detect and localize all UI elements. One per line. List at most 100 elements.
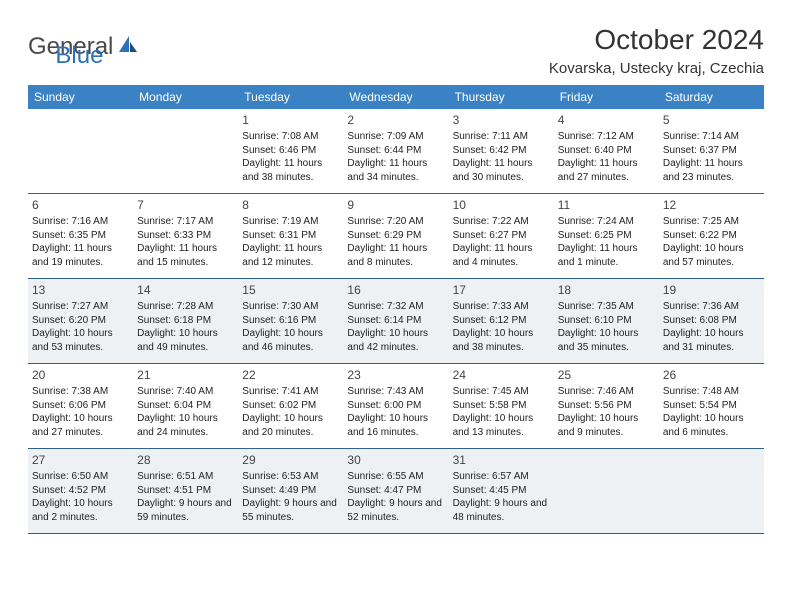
daylight-line: Daylight: 11 hours and 30 minutes. xyxy=(453,157,550,184)
day-number: 12 xyxy=(663,197,760,213)
daylight-line: Daylight: 10 hours and 9 minutes. xyxy=(558,412,655,439)
day-number: 13 xyxy=(32,282,129,298)
daylight-line: Daylight: 10 hours and 38 minutes. xyxy=(453,327,550,354)
day-number: 6 xyxy=(32,197,129,213)
calendar-cell: 19Sunrise: 7:36 AMSunset: 6:08 PMDayligh… xyxy=(659,279,764,363)
sunrise-line: Sunrise: 7:46 AM xyxy=(558,385,655,399)
daylight-line: Daylight: 11 hours and 19 minutes. xyxy=(32,242,129,269)
sunrise-line: Sunrise: 7:43 AM xyxy=(347,385,444,399)
calendar-cell: 21Sunrise: 7:40 AMSunset: 6:04 PMDayligh… xyxy=(133,364,238,448)
sunset-line: Sunset: 6:20 PM xyxy=(32,314,129,328)
calendar-week: 27Sunrise: 6:50 AMSunset: 4:52 PMDayligh… xyxy=(28,449,764,534)
weekday-header: SundayMondayTuesdayWednesdayThursdayFrid… xyxy=(28,85,764,109)
calendar-cell: 18Sunrise: 7:35 AMSunset: 6:10 PMDayligh… xyxy=(554,279,659,363)
daylight-line: Daylight: 10 hours and 6 minutes. xyxy=(663,412,760,439)
day-number: 14 xyxy=(137,282,234,298)
day-number: 15 xyxy=(242,282,339,298)
calendar-week: 1Sunrise: 7:08 AMSunset: 6:46 PMDaylight… xyxy=(28,109,764,194)
logo: General Blue xyxy=(28,24,103,70)
calendar-cell: 25Sunrise: 7:46 AMSunset: 5:56 PMDayligh… xyxy=(554,364,659,448)
calendar-cell: 17Sunrise: 7:33 AMSunset: 6:12 PMDayligh… xyxy=(449,279,554,363)
calendar-cell: 7Sunrise: 7:17 AMSunset: 6:33 PMDaylight… xyxy=(133,194,238,278)
day-number: 1 xyxy=(242,112,339,128)
calendar-cell-empty xyxy=(133,109,238,193)
sunrise-line: Sunrise: 7:14 AM xyxy=(663,130,760,144)
logo-text-blue: Blue xyxy=(55,42,103,69)
day-number: 3 xyxy=(453,112,550,128)
sunrise-line: Sunrise: 7:16 AM xyxy=(32,215,129,229)
calendar-cell: 2Sunrise: 7:09 AMSunset: 6:44 PMDaylight… xyxy=(343,109,448,193)
weekday-label: Wednesday xyxy=(343,85,448,109)
sunset-line: Sunset: 6:29 PM xyxy=(347,229,444,243)
calendar: SundayMondayTuesdayWednesdayThursdayFrid… xyxy=(28,85,764,534)
day-number: 2 xyxy=(347,112,444,128)
calendar-cell: 14Sunrise: 7:28 AMSunset: 6:18 PMDayligh… xyxy=(133,279,238,363)
day-number: 31 xyxy=(453,452,550,468)
sunset-line: Sunset: 6:06 PM xyxy=(32,399,129,413)
calendar-cell: 12 Sunrise: 7:25 AMSunset: 6:22 PMDayligh… xyxy=(659,194,764,278)
day-number: 16 xyxy=(347,282,444,298)
sunrise-line: Sunrise: 7:12 AM xyxy=(558,130,655,144)
calendar-cell: 31Sunrise: 6:57 AMSunset: 4:45 PMDayligh… xyxy=(449,449,554,533)
sunset-line: Sunset: 4:51 PM xyxy=(137,484,234,498)
sunset-line: Sunset: 6:37 PM xyxy=(663,144,760,158)
sunset-line: Sunset: 6:00 PM xyxy=(347,399,444,413)
daylight-line: Daylight: 10 hours and 42 minutes. xyxy=(347,327,444,354)
day-number: 19 xyxy=(663,282,760,298)
daylight-line: Daylight: 10 hours and 57 minutes. xyxy=(663,242,760,269)
sunrise-line: Sunrise: 7:25 AM xyxy=(663,215,760,229)
calendar-cell: 24Sunrise: 7:45 AMSunset: 5:58 PMDayligh… xyxy=(449,364,554,448)
daylight-line: Daylight: 11 hours and 1 minute. xyxy=(558,242,655,269)
day-number: 28 xyxy=(137,452,234,468)
daylight-line: Daylight: 9 hours and 55 minutes. xyxy=(242,497,339,524)
calendar-cell: 10Sunrise: 7:22 AMSunset: 6:27 PMDayligh… xyxy=(449,194,554,278)
sunrise-line: Sunrise: 7:30 AM xyxy=(242,300,339,314)
sunset-line: Sunset: 6:10 PM xyxy=(558,314,655,328)
daylight-line: Daylight: 10 hours and 2 minutes. xyxy=(32,497,129,524)
day-number: 17 xyxy=(453,282,550,298)
sunrise-line: Sunrise: 7:35 AM xyxy=(558,300,655,314)
sunset-line: Sunset: 6:16 PM xyxy=(242,314,339,328)
location-label: Kovarska, Ustecky kraj, Czechia xyxy=(549,60,764,77)
calendar-cell: 3Sunrise: 7:11 AMSunset: 6:42 PMDaylight… xyxy=(449,109,554,193)
sunrise-line: Sunrise: 7:40 AM xyxy=(137,385,234,399)
calendar-cell: 29Sunrise: 6:53 AMSunset: 4:49 PMDayligh… xyxy=(238,449,343,533)
header: General Blue October 2024 Kovarska, Uste… xyxy=(28,24,764,77)
daylight-line: Daylight: 11 hours and 34 minutes. xyxy=(347,157,444,184)
title-block: October 2024 Kovarska, Ustecky kraj, Cze… xyxy=(549,24,764,77)
daylight-line: Daylight: 10 hours and 27 minutes. xyxy=(32,412,129,439)
day-number: 8 xyxy=(242,197,339,213)
day-number: 30 xyxy=(347,452,444,468)
day-number: 29 xyxy=(242,452,339,468)
calendar-cell: 6Sunrise: 7:16 AMSunset: 6:35 PMDaylight… xyxy=(28,194,133,278)
sunset-line: Sunset: 6:22 PM xyxy=(663,229,760,243)
calendar-cell-empty xyxy=(659,449,764,533)
sunrise-line: Sunrise: 7:17 AM xyxy=(137,215,234,229)
day-number: 9 xyxy=(347,197,444,213)
sunset-line: Sunset: 6:44 PM xyxy=(347,144,444,158)
calendar-cell: 30Sunrise: 6:55 AMSunset: 4:47 PMDayligh… xyxy=(343,449,448,533)
calendar-cell-empty xyxy=(554,449,659,533)
sunset-line: Sunset: 4:45 PM xyxy=(453,484,550,498)
sunrise-line: Sunrise: 7:08 AM xyxy=(242,130,339,144)
sunrise-line: Sunrise: 7:19 AM xyxy=(242,215,339,229)
calendar-cell-empty xyxy=(28,109,133,193)
day-number: 20 xyxy=(32,367,129,383)
calendar-week: 6Sunrise: 7:16 AMSunset: 6:35 PMDaylight… xyxy=(28,194,764,279)
weekday-label: Thursday xyxy=(449,85,554,109)
sunrise-line: Sunrise: 7:38 AM xyxy=(32,385,129,399)
calendar-cell: 27Sunrise: 6:50 AMSunset: 4:52 PMDayligh… xyxy=(28,449,133,533)
logo-sail-icon xyxy=(117,33,139,61)
calendar-cell: 28Sunrise: 6:51 AMSunset: 4:51 PMDayligh… xyxy=(133,449,238,533)
daylight-line: Daylight: 10 hours and 13 minutes. xyxy=(453,412,550,439)
daylight-line: Daylight: 10 hours and 49 minutes. xyxy=(137,327,234,354)
sunset-line: Sunset: 5:54 PM xyxy=(663,399,760,413)
day-number: 4 xyxy=(558,112,655,128)
sunset-line: Sunset: 4:49 PM xyxy=(242,484,339,498)
sunset-line: Sunset: 6:12 PM xyxy=(453,314,550,328)
sunset-line: Sunset: 5:58 PM xyxy=(453,399,550,413)
daylight-line: Daylight: 11 hours and 38 minutes. xyxy=(242,157,339,184)
calendar-cell: 15Sunrise: 7:30 AMSunset: 6:16 PMDayligh… xyxy=(238,279,343,363)
sunset-line: Sunset: 6:27 PM xyxy=(453,229,550,243)
calendar-cell: 4Sunrise: 7:12 AMSunset: 6:40 PMDaylight… xyxy=(554,109,659,193)
